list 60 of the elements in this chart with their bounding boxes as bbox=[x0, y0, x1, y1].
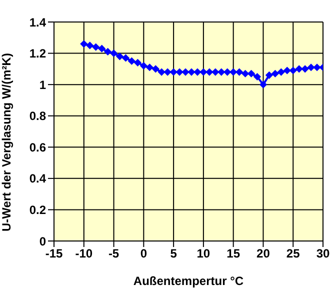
point bbox=[206, 68, 214, 76]
point bbox=[86, 42, 94, 50]
y-tick-label: 0.2 bbox=[29, 202, 46, 217]
point bbox=[230, 68, 238, 76]
point bbox=[295, 65, 303, 73]
point bbox=[218, 68, 226, 76]
point bbox=[200, 68, 208, 76]
point bbox=[241, 70, 250, 78]
point bbox=[170, 68, 178, 76]
point bbox=[188, 68, 196, 76]
point bbox=[277, 68, 285, 76]
x-tick-label: 30 bbox=[316, 246, 330, 261]
point bbox=[265, 71, 273, 79]
point bbox=[259, 80, 268, 88]
point bbox=[80, 40, 88, 48]
point bbox=[92, 43, 100, 51]
y-axis-title: U-Wert der Verglasung W/(m²K) bbox=[0, 53, 14, 232]
point bbox=[122, 54, 130, 62]
point bbox=[247, 70, 256, 78]
point bbox=[128, 57, 136, 65]
point bbox=[110, 49, 118, 58]
point bbox=[182, 68, 190, 76]
y-tick-label: 0 bbox=[39, 234, 46, 248]
x-tick-label: 5 bbox=[170, 246, 178, 261]
point bbox=[301, 65, 309, 73]
point bbox=[98, 44, 106, 52]
point bbox=[116, 52, 124, 60]
x-tick-label: 20 bbox=[256, 246, 270, 261]
y-tick-label: 1 bbox=[39, 78, 46, 92]
point bbox=[236, 68, 244, 76]
x-tick-label: 15 bbox=[226, 246, 240, 261]
y-tick-label: 0.8 bbox=[29, 109, 46, 124]
point bbox=[152, 65, 160, 73]
x-axis-title: Außentempertur °C bbox=[133, 274, 244, 288]
point bbox=[307, 64, 315, 72]
point bbox=[283, 66, 291, 74]
point bbox=[176, 68, 184, 76]
point bbox=[224, 68, 232, 76]
point bbox=[212, 68, 220, 76]
y-tick-label: 1.2 bbox=[29, 46, 46, 61]
y-tick-label: 0.4 bbox=[29, 172, 46, 186]
point bbox=[194, 68, 202, 76]
point bbox=[158, 68, 166, 76]
y-tick-label: 1.4 bbox=[29, 15, 46, 30]
point bbox=[313, 64, 321, 72]
point bbox=[271, 70, 279, 78]
x-tick-label: -5 bbox=[108, 246, 120, 261]
x-tick-label: 0 bbox=[140, 246, 148, 261]
point bbox=[104, 48, 112, 56]
point bbox=[134, 58, 142, 66]
point bbox=[164, 68, 172, 76]
x-tick-label: -10 bbox=[75, 246, 93, 261]
point bbox=[289, 66, 297, 74]
point bbox=[140, 62, 148, 70]
x-tick-label: -15 bbox=[45, 246, 63, 261]
x-tick-label: 25 bbox=[286, 246, 300, 261]
y-tick-label: 0.6 bbox=[29, 140, 46, 154]
point bbox=[253, 72, 262, 81]
x-tick-label: 10 bbox=[196, 246, 210, 261]
point bbox=[146, 64, 154, 72]
